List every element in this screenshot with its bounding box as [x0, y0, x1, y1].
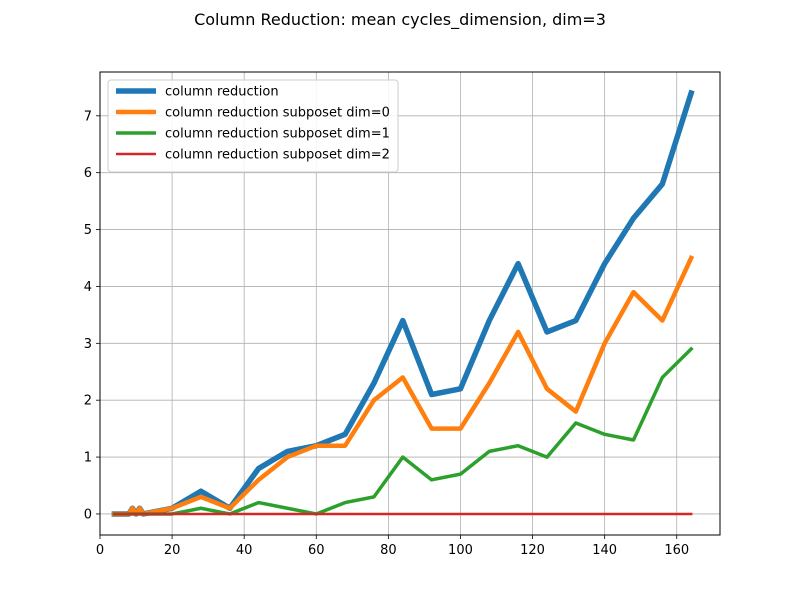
y-tick-label: 6 — [84, 166, 92, 181]
x-tick-label: 120 — [520, 543, 545, 558]
chart-title: Column Reduction: mean cycles_dimension,… — [194, 10, 606, 30]
x-axis: 0 20 40 60 80 100 120 140 160 — [96, 535, 689, 558]
x-tick-label: 160 — [664, 543, 689, 558]
y-tick-label: 7 — [84, 109, 92, 124]
y-tick-label: 4 — [84, 280, 92, 295]
x-tick-label: 140 — [592, 543, 617, 558]
x-tick-label: 100 — [448, 543, 473, 558]
y-tick-label: 0 — [84, 507, 92, 522]
x-tick-label: 0 — [96, 543, 104, 558]
y-tick-label: 2 — [84, 394, 92, 409]
legend-label: column reduction subposet dim=1 — [165, 127, 390, 142]
plot-frame — [99, 71, 721, 536]
x-tick-label: 40 — [236, 543, 253, 558]
y-tick-label: 1 — [84, 451, 92, 466]
legend-box — [107, 79, 399, 173]
legend-label: column reduction subposet dim=2 — [165, 148, 390, 163]
series-line-1 — [112, 255, 695, 517]
x-tick-label: 80 — [380, 543, 397, 558]
y-tick-label: 5 — [84, 223, 92, 238]
y-axis: 0 1 2 3 4 5 6 7 — [84, 109, 100, 522]
legend-label: column reduction subposet dim=0 — [165, 106, 390, 121]
y-tick-label: 3 — [84, 337, 92, 352]
legend-label: column reduction — [165, 85, 279, 100]
legend: column reduction column reduction subpose… — [107, 79, 399, 173]
series-layer — [111, 89, 695, 517]
x-tick-label: 60 — [308, 543, 325, 558]
x-tick-label: 20 — [164, 543, 181, 558]
